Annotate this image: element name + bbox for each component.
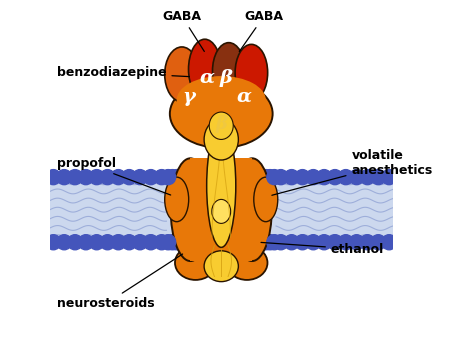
Circle shape	[360, 170, 375, 185]
Circle shape	[57, 235, 72, 250]
Ellipse shape	[175, 246, 216, 280]
Circle shape	[46, 235, 61, 250]
Text: GABA: GABA	[239, 10, 284, 52]
Circle shape	[122, 235, 137, 250]
Circle shape	[161, 235, 176, 250]
Circle shape	[89, 170, 104, 185]
Ellipse shape	[189, 39, 221, 99]
Circle shape	[267, 235, 282, 250]
Ellipse shape	[232, 158, 272, 261]
Circle shape	[165, 170, 180, 185]
Circle shape	[89, 235, 104, 250]
Circle shape	[371, 235, 386, 250]
Circle shape	[284, 170, 299, 185]
Text: benzodiazepine: benzodiazepine	[57, 66, 189, 79]
Circle shape	[262, 235, 278, 250]
Text: α: α	[199, 69, 214, 87]
Circle shape	[262, 170, 278, 185]
Ellipse shape	[226, 246, 267, 280]
Text: ethanol: ethanol	[261, 243, 384, 256]
Ellipse shape	[171, 158, 210, 261]
Circle shape	[154, 235, 169, 250]
Ellipse shape	[212, 43, 245, 99]
Circle shape	[258, 235, 273, 250]
Ellipse shape	[207, 124, 236, 247]
Circle shape	[111, 170, 126, 185]
Circle shape	[382, 170, 396, 185]
Circle shape	[132, 235, 148, 250]
Circle shape	[328, 170, 342, 185]
Circle shape	[273, 170, 288, 185]
Circle shape	[122, 170, 137, 185]
Circle shape	[295, 170, 310, 185]
Circle shape	[154, 170, 169, 185]
Circle shape	[382, 235, 396, 250]
Text: propofol: propofol	[57, 157, 171, 195]
Circle shape	[57, 170, 72, 185]
Circle shape	[267, 170, 282, 185]
Circle shape	[295, 235, 310, 250]
Text: GABA: GABA	[162, 10, 204, 52]
Circle shape	[46, 170, 61, 185]
Ellipse shape	[212, 200, 231, 223]
Circle shape	[258, 170, 273, 185]
Circle shape	[68, 235, 82, 250]
Circle shape	[143, 235, 158, 250]
Circle shape	[169, 235, 184, 250]
Ellipse shape	[177, 76, 266, 124]
Text: γ: γ	[182, 88, 195, 106]
Circle shape	[161, 170, 176, 185]
Ellipse shape	[170, 79, 273, 148]
Circle shape	[78, 170, 94, 185]
Text: β: β	[215, 115, 227, 133]
Ellipse shape	[209, 112, 233, 139]
Circle shape	[328, 235, 342, 250]
Ellipse shape	[204, 119, 238, 160]
Circle shape	[100, 170, 115, 185]
Bar	[190, 158, 252, 261]
Circle shape	[273, 235, 288, 250]
Bar	[50, 177, 392, 242]
Circle shape	[68, 170, 82, 185]
Circle shape	[169, 170, 184, 185]
Circle shape	[143, 170, 158, 185]
Circle shape	[371, 170, 386, 185]
Text: β: β	[220, 69, 233, 87]
Circle shape	[100, 235, 115, 250]
Circle shape	[111, 235, 126, 250]
Text: α: α	[237, 88, 252, 106]
Text: neurosteroids: neurosteroids	[57, 254, 183, 310]
Circle shape	[317, 235, 332, 250]
Ellipse shape	[235, 44, 268, 101]
Circle shape	[360, 235, 375, 250]
Circle shape	[306, 235, 321, 250]
Circle shape	[317, 170, 332, 185]
Ellipse shape	[204, 251, 238, 282]
Circle shape	[349, 170, 364, 185]
Circle shape	[349, 235, 364, 250]
Circle shape	[338, 170, 353, 185]
Circle shape	[338, 235, 353, 250]
Circle shape	[306, 170, 321, 185]
Text: volatile
anesthetics: volatile anesthetics	[272, 149, 433, 195]
Circle shape	[284, 235, 299, 250]
Ellipse shape	[254, 177, 278, 222]
Ellipse shape	[165, 177, 189, 222]
Ellipse shape	[165, 47, 199, 102]
Circle shape	[78, 235, 94, 250]
Circle shape	[165, 235, 180, 250]
Circle shape	[132, 170, 148, 185]
